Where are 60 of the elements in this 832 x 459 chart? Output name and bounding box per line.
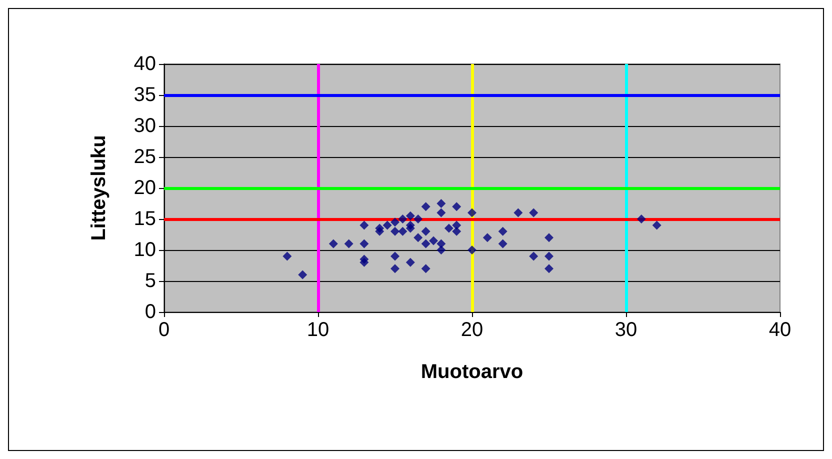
- y-tick-label: 20: [134, 177, 156, 199]
- point: [436, 208, 446, 218]
- y-tick-label: 25: [134, 146, 156, 168]
- point: [360, 239, 369, 248]
- x-tick-label: 40: [768, 319, 792, 341]
- point: [468, 208, 476, 218]
- point: [529, 252, 538, 261]
- point: [390, 252, 400, 261]
- point: [390, 226, 400, 236]
- y-tick-label: 15: [134, 208, 156, 230]
- point: [298, 270, 308, 280]
- y-tick-label: 0: [144, 301, 156, 323]
- point: [398, 214, 408, 224]
- y-tick-label: 10: [134, 239, 156, 261]
- y-tick-label: 30: [134, 115, 156, 137]
- point: [421, 202, 430, 212]
- point: [360, 258, 369, 267]
- point: [406, 258, 415, 267]
- y-tick-label: 40: [134, 53, 156, 75]
- x-axis-title: Muotoarvo: [420, 361, 524, 383]
- point: [414, 233, 423, 242]
- point: [498, 226, 508, 236]
- point: [421, 264, 430, 274]
- point: [514, 208, 523, 218]
- point: [398, 226, 408, 236]
- point: [444, 224, 454, 233]
- point: [382, 220, 392, 230]
- point: [544, 233, 554, 242]
- point: [406, 224, 415, 233]
- x-tick-label: 10: [306, 319, 330, 341]
- y-tick-label: 35: [134, 84, 156, 106]
- point: [468, 246, 476, 254]
- point: [390, 218, 400, 227]
- point: [529, 208, 538, 218]
- point: [652, 220, 662, 230]
- point: [452, 202, 462, 212]
- y-tick-label: 5: [144, 270, 156, 292]
- x-tick-label: 30: [614, 319, 638, 341]
- y-axis-title: Litteysluku: [88, 135, 110, 241]
- point: [544, 252, 554, 261]
- point: [636, 214, 646, 224]
- point: [360, 220, 369, 230]
- x-tick-label: 0: [158, 319, 170, 341]
- point: [482, 233, 492, 242]
- point: [282, 252, 292, 261]
- point: [429, 236, 438, 246]
- point: [406, 211, 415, 220]
- point: [452, 226, 462, 236]
- point: [414, 214, 423, 224]
- point: [375, 226, 384, 236]
- point: [498, 239, 508, 248]
- point: [436, 199, 446, 208]
- point: [544, 264, 554, 274]
- x-tick-label: 20: [460, 319, 484, 341]
- point: [421, 226, 430, 236]
- point: [421, 239, 430, 248]
- point: [344, 239, 354, 248]
- point: [328, 239, 338, 248]
- point: [390, 264, 400, 274]
- point: [436, 246, 446, 254]
